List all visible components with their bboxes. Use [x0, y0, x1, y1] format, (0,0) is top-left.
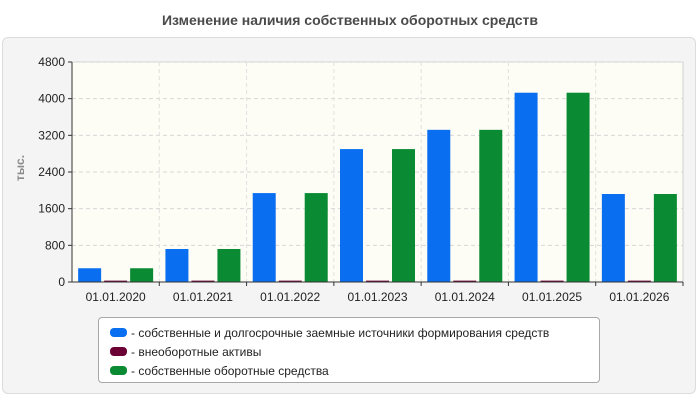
- y-tick-labels: 0 800 1600 2400 3200 4000 4800: [38, 55, 72, 289]
- bar-s1-c5: [540, 280, 564, 282]
- x-tick-labels: 01.01.2020 01.01.2021 01.01.2022 01.01.2023…: [86, 282, 684, 304]
- grid-lines: [72, 61, 683, 282]
- legend-label-noncurrent-assets: - внеоборотные активы: [131, 344, 262, 359]
- bar-s0-c4: [427, 129, 451, 282]
- bar-s1-c1: [191, 280, 215, 282]
- y-tick-label-1: 800: [45, 238, 65, 252]
- chart-title: Изменение наличия собственных оборотных …: [161, 12, 539, 28]
- legend-swatch-working-capital: [110, 366, 127, 375]
- y-tick-label-5: 4000: [38, 92, 65, 106]
- bar-s2-c2: [304, 193, 328, 282]
- bar-s2-c1: [217, 249, 241, 282]
- legend-swatch-sources: [110, 328, 127, 337]
- chart-legend: - собственные и долгосрочные заемные ист…: [98, 317, 600, 383]
- x-tick-label-6: 01.01.2026: [609, 290, 669, 304]
- bar-s0-c6: [601, 194, 625, 282]
- bars: [78, 92, 677, 282]
- y-axis-label: тыс.: [13, 155, 27, 181]
- y-tick-label-0: 0: [58, 275, 65, 289]
- x-tick-label-5: 01.01.2025: [522, 290, 582, 304]
- x-tick-label-1: 01.01.2021: [173, 290, 233, 304]
- bar-s2-c4: [479, 129, 503, 282]
- bar-s0-c0: [78, 268, 102, 282]
- bar-s2-c3: [392, 149, 415, 282]
- y-tick-label-4: 3200: [38, 128, 65, 142]
- y-tick-label-2: 1600: [38, 202, 65, 216]
- x-tick-label-4: 01.01.2024: [435, 290, 495, 304]
- bar-s1-c6: [627, 280, 651, 282]
- legend-swatch-noncurrent-assets: [110, 347, 127, 356]
- bar-s0-c5: [514, 92, 538, 282]
- bar-s2-c0: [130, 268, 154, 282]
- bar-s0-c3: [340, 149, 363, 282]
- bar-s0-c1: [165, 249, 189, 282]
- bar-s1-c4: [453, 280, 477, 282]
- y-tick-label-6: 4800: [38, 55, 65, 69]
- bar-s2-c5: [566, 92, 590, 282]
- legend-item-noncurrent-assets: - внеоборотные активы: [99, 342, 599, 361]
- bar-s1-c2: [278, 280, 302, 282]
- bar-s1-c0: [104, 280, 128, 282]
- x-tick-label-3: 01.01.2023: [347, 290, 407, 304]
- legend-label-working-capital: - собственные оборотные средства: [131, 363, 329, 378]
- legend-item-sources: - собственные и долгосрочные заемные ист…: [99, 323, 599, 342]
- bar-s1-c3: [366, 280, 389, 282]
- x-tick-label-2: 01.01.2022: [260, 290, 320, 304]
- bar-s2-c6: [653, 194, 677, 282]
- y-tick-label-3: 2400: [38, 165, 65, 179]
- legend-item-working-capital: - собственные оборотные средства: [99, 361, 599, 380]
- bar-s0-c2: [252, 193, 276, 282]
- x-tick-label-0: 01.01.2020: [86, 290, 146, 304]
- legend-label-sources: - собственные и долгосрочные заемные ист…: [131, 325, 550, 340]
